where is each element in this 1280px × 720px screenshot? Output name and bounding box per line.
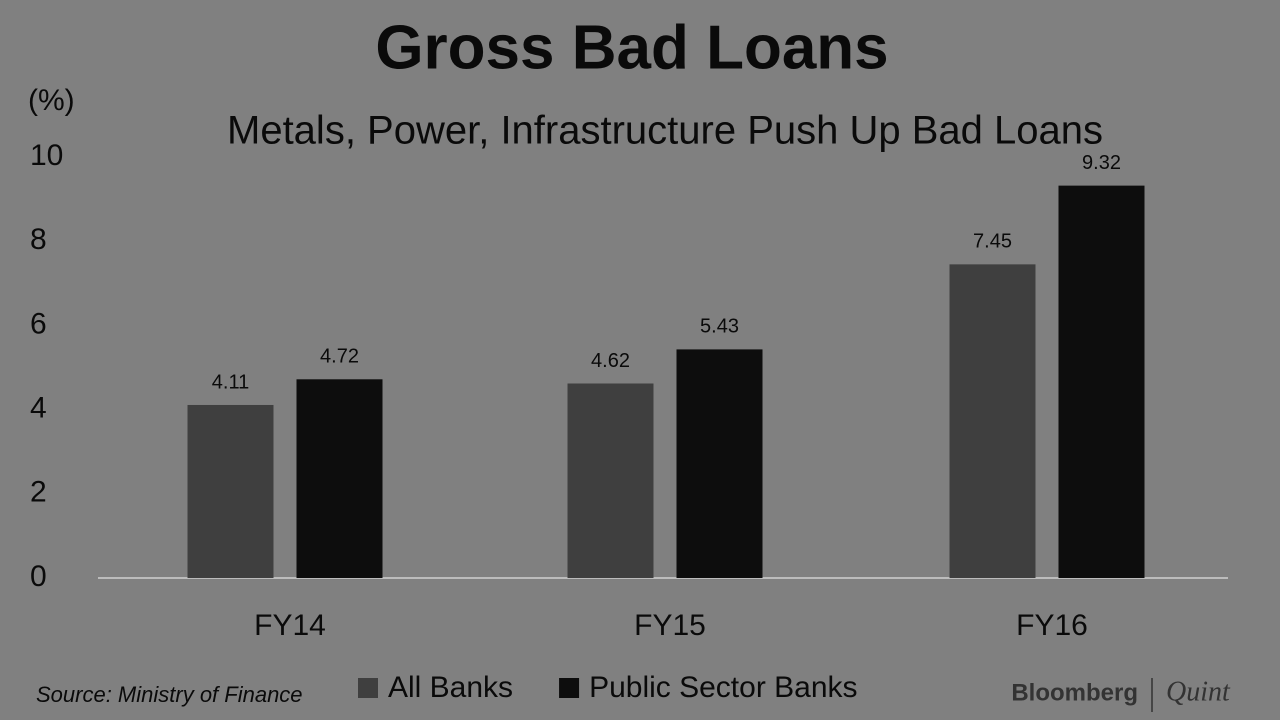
- value-label: 4.62: [591, 350, 630, 372]
- source: Source: Ministry of Finance: [36, 682, 303, 707]
- legend-label: All Banks: [388, 671, 513, 704]
- y-tick-label: 4: [30, 392, 47, 425]
- value-label: 4.11: [212, 371, 249, 393]
- y-axis-label: (%): [28, 84, 75, 117]
- brand-name: Bloomberg: [1011, 679, 1138, 706]
- value-label: 9.32: [1082, 152, 1121, 174]
- chart-subtitle: Metals, Power, Infrastructure Push Up Ba…: [227, 109, 1103, 153]
- x-tick-label: FY15: [634, 609, 706, 642]
- y-tick-label: 0: [30, 560, 47, 593]
- value-label: 4.72: [320, 346, 359, 368]
- y-tick-label: 10: [30, 139, 63, 172]
- bar: [296, 379, 383, 578]
- y-tick-label: 8: [30, 223, 47, 256]
- value-label: 7.45: [973, 231, 1012, 253]
- chart-title: Gross Bad Loans: [375, 13, 888, 82]
- bar: [676, 349, 763, 578]
- legend-label: Public Sector Banks: [589, 671, 857, 704]
- legend-swatch: [559, 678, 580, 698]
- bar: [1058, 185, 1145, 579]
- value-label: 5.43: [700, 316, 739, 338]
- y-tick-label: 6: [30, 307, 47, 340]
- bar: [567, 383, 654, 578]
- x-tick-label: FY16: [1016, 609, 1088, 642]
- legend-swatch: [358, 678, 378, 698]
- bar: [949, 264, 1036, 578]
- brand-name: Quint: [1166, 676, 1231, 707]
- x-tick-label: FY14: [254, 609, 326, 642]
- y-tick-label: 2: [30, 476, 47, 509]
- bar: [187, 404, 274, 578]
